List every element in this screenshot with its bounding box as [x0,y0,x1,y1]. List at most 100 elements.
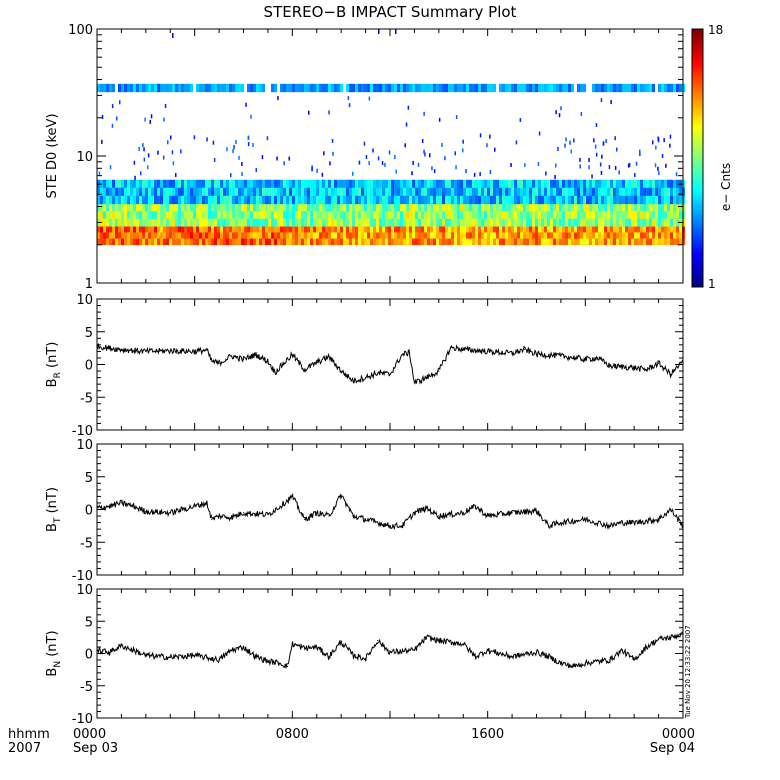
data-point [389,373,391,375]
data-point [548,656,550,658]
spectrogram-cell [622,238,625,246]
sparse-count [147,165,149,170]
spectrogram-cell [541,226,544,233]
spectrogram-cell [232,218,235,227]
spectrogram-cell [601,179,604,189]
spectrogram-cell [154,211,157,220]
spectrogram-cell [397,232,400,239]
spectrogram-cell [388,218,391,227]
sparse-count [639,152,641,156]
spectrogram-cell [526,83,529,93]
spectrogram-cell [463,211,466,220]
data-point [535,353,538,355]
spectrogram-cell [394,195,397,205]
spectrogram-cell [268,203,271,212]
spectrogram-cell [547,218,550,227]
y-axis-label-sub: N [53,661,63,668]
sparse-count [116,116,118,121]
spectrogram-cell [559,195,562,205]
spectrogram-cell [520,187,523,197]
spectrogram-cell [661,203,664,212]
spectrogram-cell [121,187,124,197]
spectrogram-cell [436,179,439,189]
sparse-count [193,135,196,140]
spectrogram-cell [277,179,280,189]
sparse-count [593,138,595,143]
spectrogram-cell [637,232,640,239]
spectrogram-cell [481,218,484,227]
spectrogram-cell [109,83,112,93]
spectrogram-cell [118,232,121,239]
spectrogram-cell [130,218,133,227]
spectrogram-cell [397,179,400,189]
y-axis-label: BT (nT) [45,487,63,532]
spectrogram-cell [403,179,406,189]
spectrogram-cell [466,238,469,246]
data-point [218,659,220,661]
spectrogram-cell [541,187,544,197]
spectrogram-cell [253,226,256,233]
spectrogram-cell [400,238,403,246]
spectrogram-cell [298,187,301,197]
spectrogram-cell [619,195,622,205]
spectrogram-cell [379,238,382,246]
spectrogram-cell [538,211,541,220]
spectrogram-cell [571,195,574,205]
spectrogram-cell [631,203,634,212]
spectrogram-cell [268,179,271,189]
spectrogram-cell [118,211,121,220]
spectrogram-cell [664,232,667,239]
spectrogram-cell [199,211,202,220]
spectrogram-cell [634,187,637,197]
spectrogram-cell [595,195,598,205]
spectrogram-cell [442,195,445,205]
colorbar-segment [692,203,703,207]
spectrogram-cell [475,187,478,197]
spectrogram-cell [169,211,172,220]
sparse-count [554,175,556,179]
spectrogram-cell [382,211,385,220]
spectrogram-cell [445,203,448,212]
spectrogram-cell [151,211,154,220]
spectrogram-cell [238,238,241,246]
spectrogram-cell [571,187,574,197]
spectrogram-cell [532,218,535,227]
spectrogram-cell [580,238,583,246]
sparse-count [138,146,140,151]
sparse-count [599,162,602,167]
colorbar-segment [692,107,703,111]
spectrogram-cell [565,187,568,197]
spectrogram-cell [472,211,475,220]
spectrogram-cell [544,195,547,205]
sparse-count [381,161,384,166]
spectrogram-cell [631,226,634,233]
data-point [609,525,611,527]
spectrogram-cell [448,211,451,220]
spectrogram-cell [319,218,322,227]
panel-frame [96,588,684,719]
colorbar-segment [692,266,703,270]
spectrogram-cell [622,187,625,197]
data-point [389,525,391,527]
spectrogram-cell [583,83,586,93]
spectrogram-cell [547,187,550,197]
spectrogram-cell [124,187,127,197]
spectrogram-cell [484,83,487,93]
spectrogram-cell [448,226,451,233]
spectrogram-cell [289,203,292,212]
spectrogram-cell [433,218,436,227]
spectrogram-cell [358,226,361,233]
data-point [145,350,147,352]
spectrogram-cell [535,226,538,233]
spectrogram-cell [448,179,451,189]
spectrogram-cell [184,238,187,246]
sparse-count [564,143,566,148]
sparse-count [614,166,617,170]
spectrogram-cell [157,83,160,93]
spectrogram-cell [187,211,190,220]
spectrogram-cell [616,83,619,93]
spectrogram-cell [400,211,403,220]
sparse-count [560,106,562,111]
data-point [560,355,562,357]
spectrogram-cell [160,83,163,93]
